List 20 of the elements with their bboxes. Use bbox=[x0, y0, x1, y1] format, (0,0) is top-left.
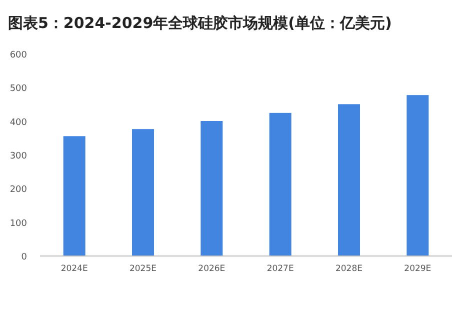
y-tick-label: 400 bbox=[10, 118, 28, 128]
y-tick-label: 200 bbox=[10, 185, 28, 196]
y-tick-label: 100 bbox=[10, 218, 28, 229]
y-tick-label: 600 bbox=[10, 50, 28, 60]
y-tick-label: 500 bbox=[10, 84, 28, 94]
x-tick-label: 2025E bbox=[129, 264, 157, 274]
bar bbox=[200, 120, 223, 256]
x-tick-label: 2028E bbox=[335, 264, 363, 274]
y-tick-label: 0 bbox=[21, 252, 28, 262]
bar bbox=[132, 129, 154, 256]
bar bbox=[269, 112, 292, 256]
chart-title: 图表5：2024-2029年全球硅胶市场规模(单位：亿美元) bbox=[8, 14, 392, 32]
bar bbox=[406, 95, 429, 256]
bar bbox=[63, 136, 86, 256]
x-tick-label: 2024E bbox=[60, 264, 88, 274]
bar bbox=[338, 104, 360, 256]
x-tick-label: 2027E bbox=[266, 264, 294, 274]
y-tick-label: 300 bbox=[10, 152, 28, 162]
x-tick-label: 2026E bbox=[198, 264, 226, 274]
x-tick-label: 2029E bbox=[404, 264, 432, 274]
